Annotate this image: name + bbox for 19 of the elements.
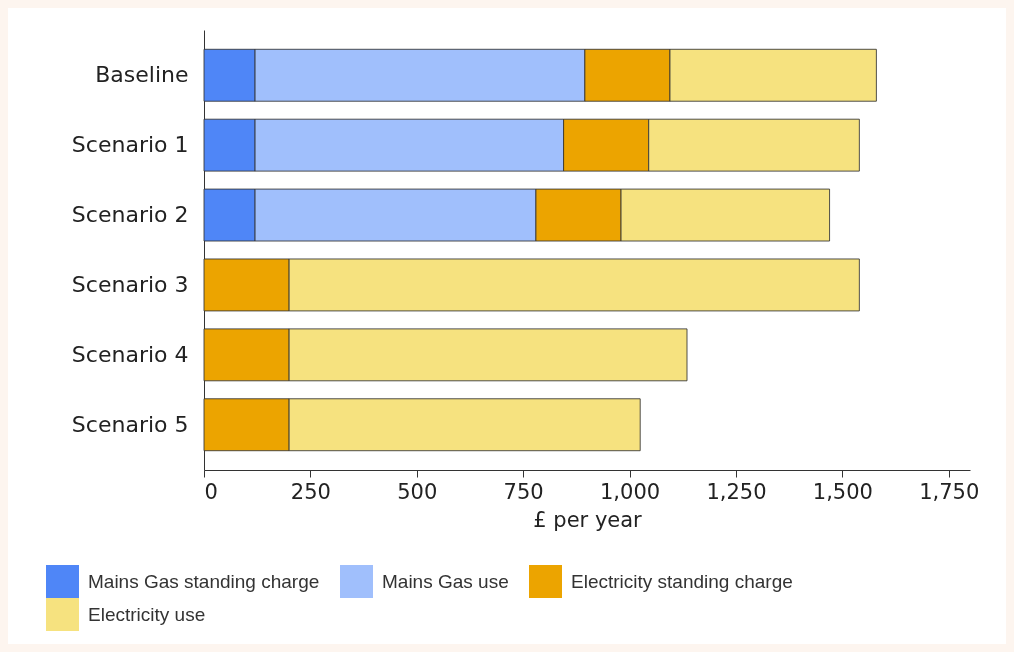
legend-label: Electricity use [88, 603, 206, 625]
y-tick-label: Scenario 3 [71, 271, 189, 297]
legend-label: Electricity standing charge [571, 570, 793, 592]
legend-label: Mains Gas standing charge [88, 570, 320, 592]
x-tick-label: 1,000 [599, 479, 661, 504]
x-tick-label: 250 [290, 479, 331, 504]
x-tick-label: 750 [503, 479, 544, 504]
y-tick-label: Baseline [95, 62, 189, 88]
x-tick-label: 1,500 [812, 479, 873, 504]
y-tick-label: Scenario 1 [71, 132, 189, 158]
x-tick-label: 1,750 [919, 479, 980, 504]
y-tick-label: Scenario 5 [71, 411, 189, 437]
y-tick-label: Scenario 2 [71, 202, 189, 228]
x-tick-label: 1,250 [706, 479, 767, 504]
x-tick-label: 0 [204, 479, 218, 504]
legend-label: Mains Gas use [382, 570, 509, 592]
x-axis-title: £ per year [533, 507, 643, 532]
x-tick-label: 500 [397, 479, 438, 504]
y-tick-label: Scenario 4 [71, 341, 189, 367]
